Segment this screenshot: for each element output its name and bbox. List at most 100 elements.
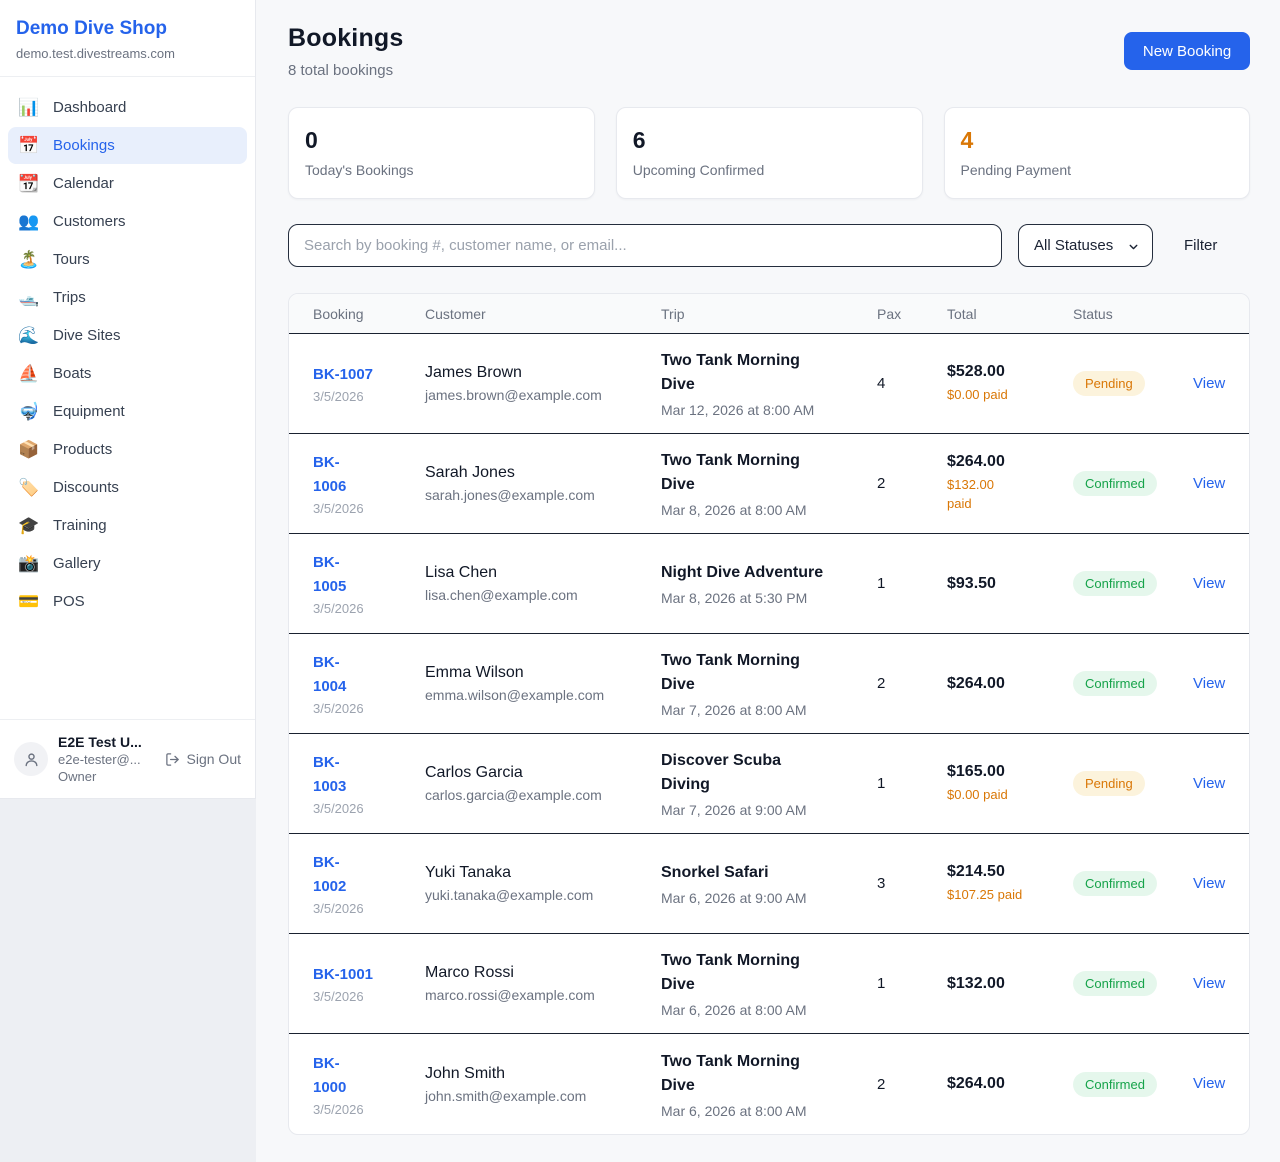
brand-domain: demo.test.divestreams.com	[16, 46, 175, 61]
column-header-total: Total	[947, 305, 977, 322]
customer-cell: Marco Rossi marco.rossi@example.com	[425, 964, 661, 1003]
booking-id-link[interactable]: BK- 1006	[313, 454, 347, 495]
total-cell: $214.50 $107.25 paid	[947, 863, 1073, 905]
view-link[interactable]: View	[1193, 874, 1226, 892]
filter-button[interactable]: Filter	[1184, 237, 1218, 254]
sidebar-item-customers[interactable]: 👥 Customers	[8, 203, 247, 240]
booking-id-link[interactable]: BK- 1000	[313, 1054, 347, 1096]
trip-datetime: Mar 12, 2026 at 8:00 AM	[661, 402, 815, 418]
pax-count: 1	[877, 975, 886, 992]
motorboat-icon: 🛥️	[18, 288, 40, 307]
view-link[interactable]: View	[1193, 774, 1226, 792]
sidebar-nav: 📊 Dashboard 📅 Bookings 📆 Calendar 👥 Cust…	[0, 77, 255, 719]
sidebar-item-dashboard[interactable]: 📊 Dashboard	[8, 89, 247, 126]
table-body: BK-1007 3/5/2026 James Brown james.brown…	[289, 334, 1250, 1134]
booking-id-link[interactable]: BK-1007	[313, 366, 374, 383]
table-row: BK-1007 3/5/2026 James Brown james.brown…	[289, 334, 1250, 434]
sidebar-item-products[interactable]: 📦 Products	[8, 431, 247, 468]
sidebar-item-pos[interactable]: 💳 POS	[8, 583, 247, 620]
trip-cell: Two Tank Morning Dive Mar 12, 2026 at 8:…	[661, 349, 877, 418]
sidebar: Demo Dive Shop demo.test.divestreams.com…	[0, 0, 256, 799]
sidebar-item-equipment[interactable]: 🤿 Equipment	[8, 393, 247, 430]
status-filter-select[interactable]: All Statuses	[1018, 224, 1153, 267]
trip-datetime: Mar 6, 2026 at 8:00 AM	[661, 1002, 807, 1018]
package-icon: 📦	[18, 440, 40, 459]
sign-out-label: Sign Out	[186, 751, 241, 767]
pax-count: 1	[877, 575, 886, 592]
calendar-icon: 📅	[18, 136, 40, 155]
sidebar-item-dive-sites[interactable]: 🌊 Dive Sites	[8, 317, 247, 354]
view-link[interactable]: View	[1193, 974, 1226, 992]
customer-cell: Yuki Tanaka yuki.tanaka@example.com	[425, 864, 661, 903]
booking-id-link[interactable]: BK-1001	[313, 966, 374, 983]
sidebar-item-label: Discounts	[53, 479, 119, 496]
booking-id-link[interactable]: BK- 1004	[313, 654, 347, 695]
table-row: BK- 1002 3/5/2026 Yuki Tanaka yuki.tanak…	[289, 834, 1250, 934]
trip-datetime: Mar 7, 2026 at 9:00 AM	[661, 802, 807, 818]
paid-amount: $0.00 paid	[947, 786, 1008, 802]
customer-email: lisa.chen@example.com	[425, 587, 578, 603]
booking-id-link[interactable]: BK- 1005	[313, 554, 347, 595]
status-badge: Confirmed	[1073, 971, 1157, 996]
view-link[interactable]: View	[1193, 1075, 1226, 1092]
customer-name: Emma Wilson	[425, 664, 524, 681]
user-name: E2E Test U...	[58, 734, 142, 750]
sign-out-button[interactable]: Sign Out	[165, 751, 241, 767]
sidebar-item-label: Dive Sites	[53, 327, 121, 344]
sidebar-item-label: Boats	[53, 365, 92, 382]
total-cell: $264.00	[947, 1075, 1073, 1093]
trip-cell: Two Tank Morning Dive Mar 6, 2026 at 8:0…	[661, 949, 877, 1018]
table-row: BK- 1004 3/5/2026 Emma Wilson emma.wilso…	[289, 634, 1250, 734]
table-row: BK- 1003 3/5/2026 Carlos Garcia carlos.g…	[289, 734, 1250, 834]
pax-count: 4	[877, 375, 886, 392]
actions-cell: View	[1193, 875, 1225, 893]
view-link[interactable]: View	[1193, 674, 1226, 692]
status-cell: Confirmed	[1073, 671, 1193, 696]
user-role: Owner	[58, 769, 97, 784]
booking-cell: BK- 1000 3/5/2026	[313, 1052, 425, 1117]
sidebar-item-tours[interactable]: 🏝️ Tours	[8, 241, 247, 278]
sidebar-item-gallery[interactable]: 📸 Gallery	[8, 545, 247, 582]
view-link[interactable]: View	[1193, 574, 1226, 592]
search-input[interactable]	[288, 224, 1002, 267]
status-cell: Confirmed	[1073, 971, 1193, 996]
actions-cell: View	[1193, 475, 1225, 493]
island-icon: 🏝️	[18, 250, 40, 269]
brand-block: Demo Dive Shop demo.test.divestreams.com	[0, 0, 255, 77]
sidebar-item-training[interactable]: 🎓 Training	[8, 507, 247, 544]
booking-date: 3/5/2026	[313, 601, 364, 616]
pax-count: 2	[877, 1075, 886, 1093]
booking-id-link[interactable]: BK- 1002	[313, 854, 347, 895]
status-filter-wrap: All Statuses	[1018, 224, 1153, 267]
trip-cell: Two Tank Morning Dive Mar 6, 2026 at 8:0…	[661, 1050, 877, 1119]
page-title: Bookings	[288, 24, 404, 52]
sidebar-item-calendar[interactable]: 📆 Calendar	[8, 165, 247, 202]
total-amount: $165.00	[947, 762, 1005, 780]
total-amount: $264.00	[947, 674, 1005, 692]
page-subtitle: 8 total bookings	[288, 62, 394, 79]
stat-label: Upcoming Confirmed	[632, 162, 765, 178]
booking-id-link[interactable]: BK- 1003	[313, 754, 347, 795]
sidebar-item-label: Customers	[53, 213, 126, 230]
sidebar-item-trips[interactable]: 🛥️ Trips	[8, 279, 247, 316]
page-title-block: Bookings 8 total bookings	[288, 24, 404, 79]
sidebar-item-bookings[interactable]: 📅 Bookings	[8, 127, 247, 164]
customer-email: emma.wilson@example.com	[425, 687, 605, 703]
bar-chart-icon: 📊	[18, 98, 40, 117]
sidebar-item-boats[interactable]: ⛵ Boats	[8, 355, 247, 392]
booking-cell: BK- 1002 3/5/2026	[313, 851, 425, 916]
brand-name[interactable]: Demo Dive Shop	[16, 18, 167, 39]
new-booking-button[interactable]: New Booking	[1123, 32, 1251, 70]
booking-cell: BK-1007 3/5/2026	[313, 363, 425, 404]
sign-out-icon	[165, 752, 179, 766]
table-row: BK-1001 3/5/2026 Marco Rossi marco.rossi…	[289, 934, 1250, 1034]
view-link[interactable]: View	[1193, 374, 1226, 392]
view-link[interactable]: View	[1193, 474, 1226, 492]
person-icon	[24, 752, 38, 766]
sidebar-item-discounts[interactable]: 🏷️ Discounts	[8, 469, 247, 506]
actions-cell: View	[1193, 675, 1225, 693]
trip-name: Two Tank Morning Dive	[661, 1052, 800, 1094]
status-cell: Confirmed	[1073, 471, 1193, 496]
actions-cell: View	[1193, 1075, 1225, 1093]
